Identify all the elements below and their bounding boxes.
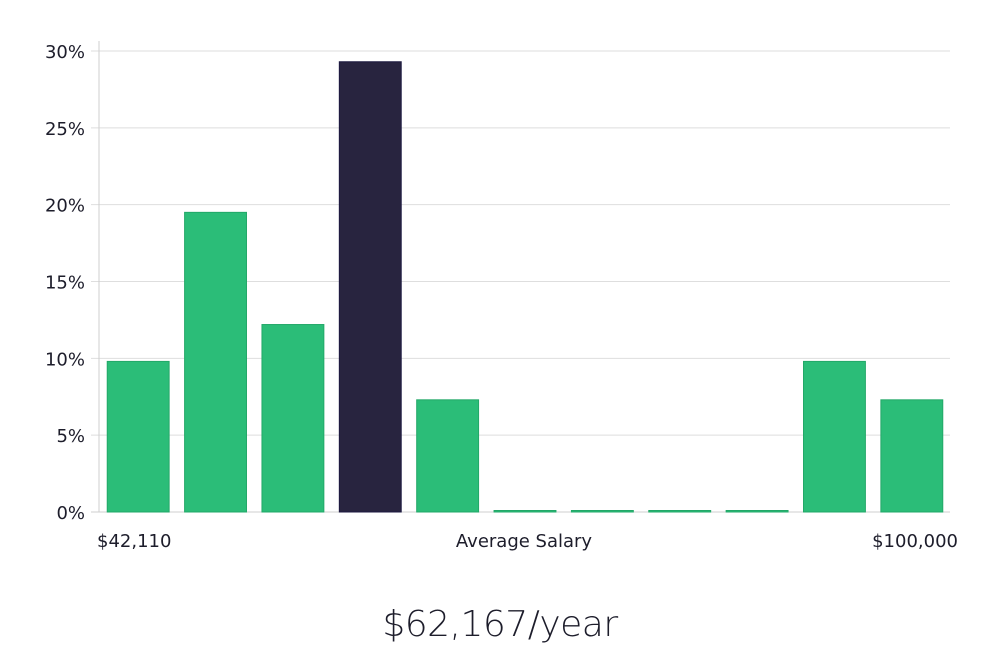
average-salary-caption: $62,167/year [382,604,618,645]
y-tick-label: 10% [45,349,85,370]
bar [803,360,866,513]
y-tick-label: 25% [45,119,85,140]
bar-average-salary [338,61,402,513]
bar [493,510,557,513]
y-axis-ticks: 0% 5% 10% 15% 20% 25% 30% [45,42,85,524]
bar [106,360,170,513]
salary-distribution-chart: 0% 5% 10% 15% 20% 25% 30% $42,110 Average Sala… [45,41,958,552]
y-tick-label: 30% [45,42,85,63]
x-axis-labels: $42,110 Average Salary $100,000 [97,531,958,552]
bar [184,211,247,513]
y-tick-label: 15% [45,273,85,294]
y-tick-label: 20% [45,196,85,217]
bar [880,399,944,513]
y-tick-label: 5% [56,426,85,447]
bar [570,510,634,513]
x-label-max: $100,000 [872,531,958,552]
bars [106,61,944,513]
x-label-min: $42,110 [97,531,171,552]
x-label-average: Average Salary [456,531,593,552]
bar [725,510,789,513]
y-tick-label: 0% [56,503,85,524]
bar [416,399,480,513]
chart-svg: 0% 5% 10% 15% 20% 25% 30% $42,110 Average Sala… [45,41,958,552]
bar [648,510,712,513]
bar [261,324,325,513]
